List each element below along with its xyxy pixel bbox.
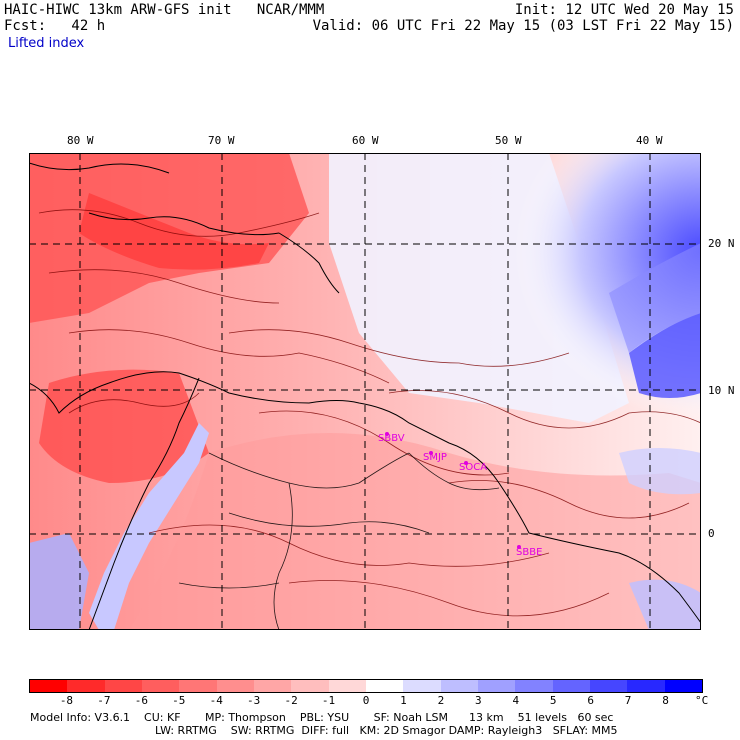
station-sbbe: SBBE xyxy=(516,547,542,558)
colorbar-tick-label: -5 xyxy=(172,694,186,707)
station-sbbv: SBBV xyxy=(378,433,405,444)
stable-core-north xyxy=(609,243,701,353)
station-marker xyxy=(464,461,468,465)
colorbar-swatch xyxy=(664,680,702,692)
colorbar-tick-label: -4 xyxy=(209,694,223,707)
colorbar-tick-label: -1 xyxy=(321,694,336,707)
valid-time: Valid: 06 UTC Fri 22 May 15 (03 LST Fri … xyxy=(312,18,734,34)
lon-label-80w: 80 W xyxy=(67,134,94,147)
colorbar-tick-label: -8 xyxy=(59,694,74,707)
pacific-stable-region xyxy=(29,533,89,630)
station-smjp: SMJP xyxy=(423,452,447,463)
colorbar-swatch xyxy=(104,680,142,692)
colorbar-tick-label: 4 xyxy=(512,694,520,707)
andes-stable-strip xyxy=(89,423,209,630)
model-title: HAIC-HIWC 13km ARW-GFS init NCAR/MMM xyxy=(4,2,325,18)
map-frame xyxy=(29,153,701,630)
lat-label-0: 0 xyxy=(708,527,715,540)
colorbar-tick-label: 5 xyxy=(549,694,557,707)
lon-label-40w: 40 W xyxy=(636,134,663,147)
colorbar-swatch xyxy=(477,680,516,692)
lat-lon-grid xyxy=(29,153,701,630)
colorbar-swatch xyxy=(515,680,553,692)
station-markers: SBBV SMJP SOCA SBBE xyxy=(378,432,542,558)
colorbar-tick-label: 3 xyxy=(475,694,482,707)
colorbar-swatch xyxy=(291,680,329,692)
lon-label-70w: 70 W xyxy=(208,134,235,147)
colorbar-tick-label: 0 xyxy=(362,694,370,707)
colorbar-swatch xyxy=(552,680,590,692)
lon-label-50w: 50 W xyxy=(495,134,522,147)
colorbar-tick-label: -7 xyxy=(97,694,111,707)
colorbar-swatch xyxy=(30,680,68,692)
colorbar-swatch xyxy=(627,680,665,692)
model-info-line1: Model Info: V3.6.1 CU: KF MP: Thompson P… xyxy=(30,711,614,724)
colorbar-swatch xyxy=(141,680,180,692)
colorbar-tick-label: 7 xyxy=(624,694,632,707)
colorbar-tick-label: 1 xyxy=(400,694,407,707)
forecast-hour: Fcst: 42 h xyxy=(4,18,106,34)
stable-core xyxy=(629,313,701,398)
colorbar-tick-label: -6 xyxy=(134,694,148,707)
lat-label-10n: 10 N xyxy=(708,384,735,397)
colorbar-tick-label: -3 xyxy=(247,694,261,707)
colorbar-unit: °C xyxy=(695,694,709,707)
coastlines xyxy=(29,162,701,630)
lon-label-60w: 60 W xyxy=(352,134,379,147)
unstable-colombia xyxy=(39,369,209,483)
station-marker xyxy=(385,432,389,436)
unstable-amazon xyxy=(129,433,701,630)
field-name: Lifted index xyxy=(8,36,85,51)
colorbar-swatch xyxy=(328,680,366,692)
stable-equatorial xyxy=(619,448,701,495)
station-marker xyxy=(429,451,433,455)
lifted-index-map: SBBV SMJP SOCA SBBE xyxy=(29,153,701,630)
station-marker xyxy=(517,545,521,549)
colorbar-tick-label: 6 xyxy=(587,694,594,707)
colorbar-swatch xyxy=(440,680,478,692)
stable-southeast xyxy=(629,579,701,630)
colorbar-swatch xyxy=(253,680,292,692)
colorbar-swatch xyxy=(365,680,404,692)
colorbar-swatch xyxy=(67,680,105,692)
country-borders xyxy=(178,452,500,630)
colorbar-swatch xyxy=(179,680,217,692)
colorbar-swatch xyxy=(589,680,628,692)
model-info-line2: LW: RRTMG SW: RRTMG DIFF: full KM: 2D Sm… xyxy=(155,724,618,737)
li-contours xyxy=(38,209,701,617)
station-soca: SOCA xyxy=(459,462,487,473)
colorbar-swatch xyxy=(403,680,441,692)
colorbar-tick-label: 2 xyxy=(437,694,445,707)
colorbar-tick-label: -2 xyxy=(284,694,298,707)
colorbar-tick-label: 8 xyxy=(662,694,669,707)
init-time: Init: 12 UTC Wed 20 May 15 xyxy=(514,2,734,18)
lat-label-20n: 20 N xyxy=(708,237,735,250)
colorbar-swatch xyxy=(216,680,254,692)
colorbar xyxy=(29,679,703,693)
